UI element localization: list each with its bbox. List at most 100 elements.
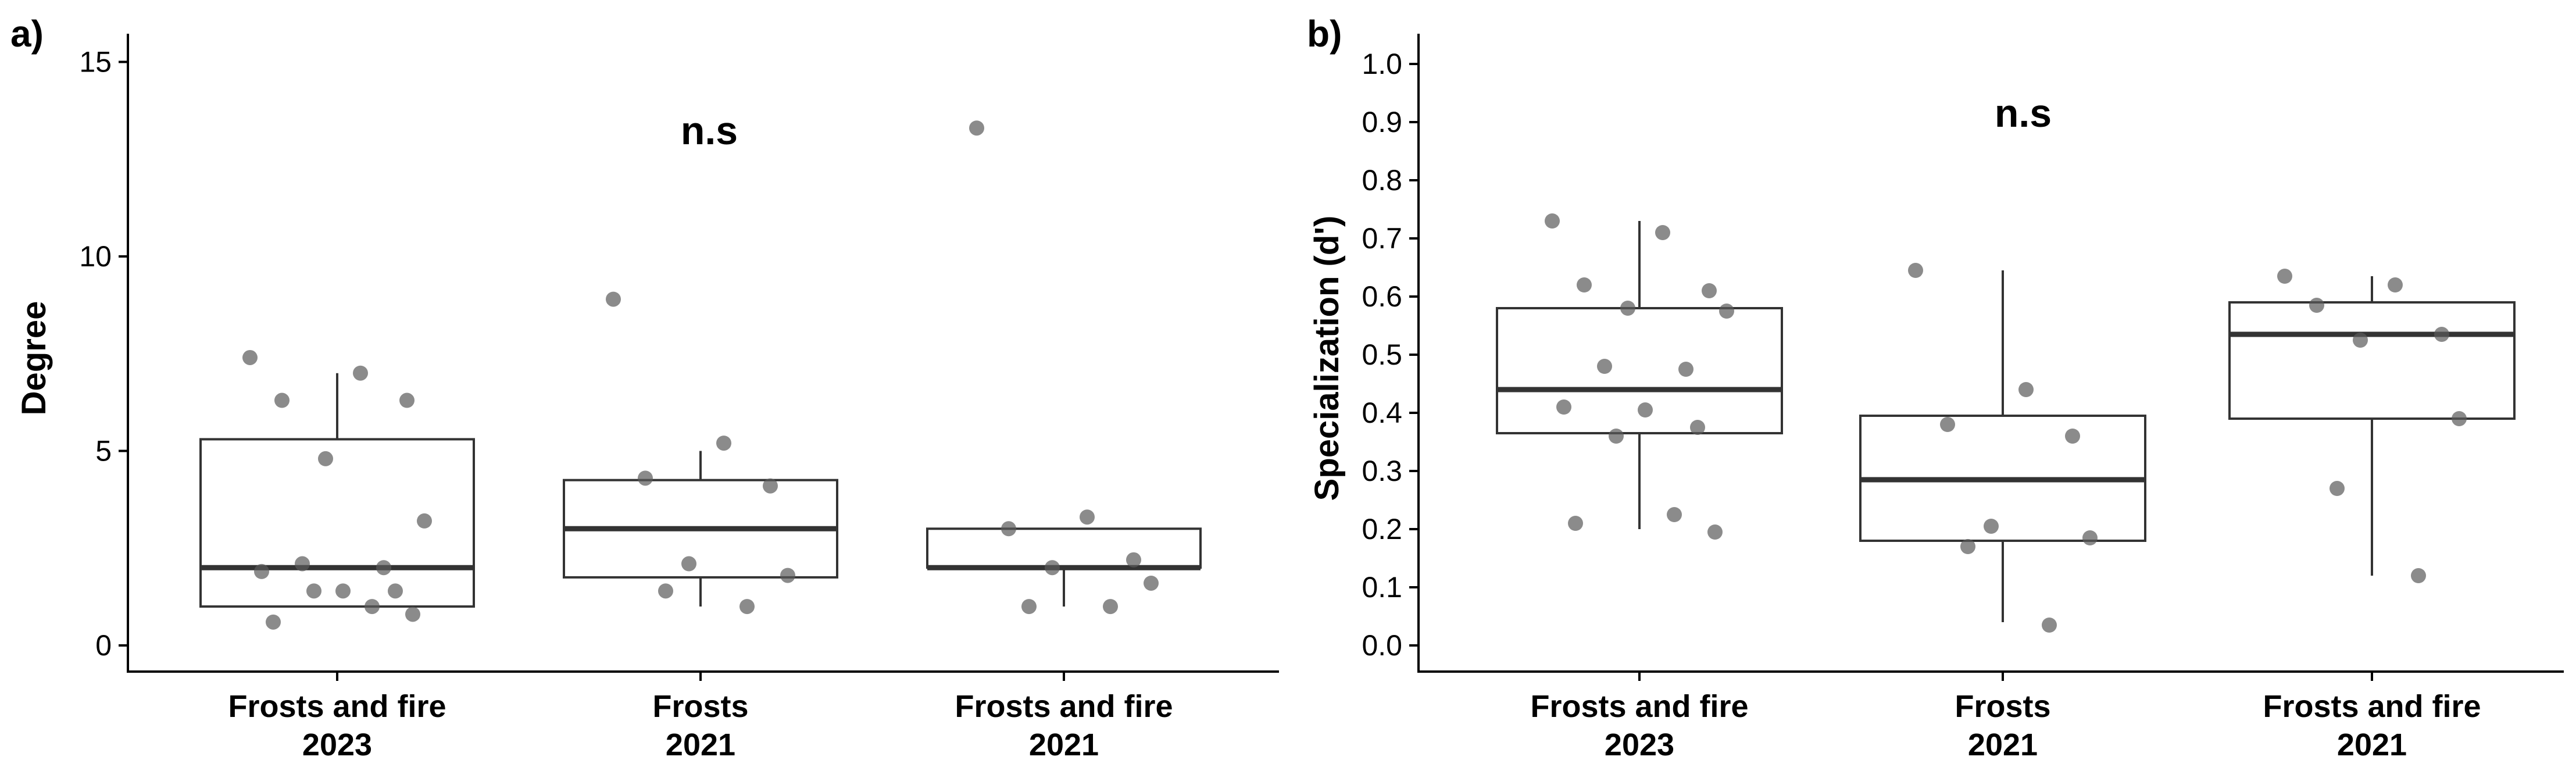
panel-b-label: b) [1307, 13, 1342, 55]
data-point [242, 349, 258, 365]
data-point [2042, 618, 2057, 633]
data-point [2277, 269, 2292, 284]
data-point [2309, 298, 2324, 313]
y-tick-label: 0.0 [1362, 629, 1402, 662]
box-1 [199, 373, 475, 681]
data-point [681, 556, 696, 572]
data-point [1126, 552, 1141, 568]
data-point [1638, 402, 1653, 417]
x-category-label: Frosts [652, 689, 748, 724]
y-tick-label: 1.0 [1362, 48, 1402, 80]
data-point [658, 583, 673, 599]
data-point [365, 599, 380, 615]
data-point [2330, 481, 2345, 496]
panel-a-y-axis-title: Degree [15, 301, 53, 416]
data-point [739, 599, 755, 615]
x-category-label: 2021 [1968, 727, 2038, 762]
panel-b-y-axis-title: Specialization (d') [1308, 216, 1346, 501]
x-category-label: 2021 [666, 727, 735, 762]
y-tick-label: 0.5 [1362, 338, 1402, 371]
data-point [1144, 575, 1159, 591]
data-point [1908, 263, 1923, 278]
data-point [2353, 333, 2368, 348]
data-point [1707, 524, 1723, 540]
data-point [417, 513, 432, 529]
y-tick-label: 5 [95, 435, 112, 467]
data-point [1655, 225, 1670, 240]
x-category-label: 2021 [1029, 727, 1099, 762]
data-point [274, 392, 290, 408]
y-tick-label: 10 [79, 240, 112, 273]
panel-a-label: a) [10, 13, 44, 55]
y-tick-label: 0.7 [1362, 222, 1402, 255]
data-point [1556, 399, 1571, 415]
data-point [1690, 420, 1705, 435]
panel-a-boxes [199, 373, 1202, 681]
box-2 [1859, 270, 2146, 681]
data-point [2434, 327, 2449, 342]
y-tick-label: 15 [79, 46, 112, 78]
box-3 [926, 527, 1202, 681]
data-point [399, 392, 415, 408]
data-point [1001, 521, 1016, 537]
y-tick-label: 0.3 [1362, 455, 1402, 487]
data-point [2018, 382, 2034, 397]
data-point [2388, 277, 2403, 292]
data-point [2082, 530, 2098, 545]
panel-b-points [1545, 213, 2467, 633]
data-point [353, 365, 368, 381]
panel-a-y-ticks: 0 5 10 15 [79, 46, 128, 662]
data-point [318, 451, 333, 466]
data-point [716, 436, 731, 451]
y-tick-label: 0 [95, 629, 112, 662]
box-iqr [199, 438, 475, 608]
data-point [388, 583, 403, 599]
x-category-label: Frosts [1955, 689, 2050, 724]
data-point [1545, 213, 1560, 229]
panel-b-specialization: b) Specialization (d') n.s 0.00.10.20.30… [1307, 13, 2564, 762]
data-point [2452, 411, 2467, 426]
data-point [266, 614, 281, 630]
box-3 [2228, 276, 2516, 681]
data-point [763, 478, 778, 494]
data-point [969, 120, 984, 136]
box-iqr [926, 527, 1202, 569]
box-iqr [2228, 301, 2516, 420]
y-tick-label: 0.6 [1362, 280, 1402, 313]
box-2 [563, 451, 838, 681]
data-point [780, 568, 795, 583]
x-category-label: 2021 [2337, 727, 2407, 762]
data-point [306, 583, 321, 599]
data-point [2065, 429, 2080, 444]
data-point [1568, 516, 1583, 531]
x-category-label: Frosts and fire [955, 689, 1173, 724]
data-point [1609, 429, 1624, 444]
data-point [1021, 599, 1037, 615]
data-point [1597, 359, 1612, 374]
data-point [2411, 568, 2426, 583]
data-point [1667, 507, 1682, 522]
x-category-label: Frosts and fire [228, 689, 446, 724]
data-point [335, 583, 351, 599]
data-point [376, 560, 391, 576]
panel-a-points [242, 120, 1159, 630]
data-point [1620, 301, 1635, 316]
x-category-label: Frosts and fire [1530, 689, 1748, 724]
data-point [1984, 519, 1999, 534]
panel-b-y-ticks: 0.0 0.1 0.2 0.3 0.4 0.5 0.6 0.7 0.8 0.9 1.0 [1362, 48, 1419, 662]
data-point [295, 556, 310, 572]
data-point [1960, 539, 1975, 554]
data-point [1103, 599, 1118, 615]
y-tick-label: 0.2 [1362, 513, 1402, 545]
y-tick-label: 0.1 [1362, 571, 1402, 604]
y-tick-label: 0.4 [1362, 397, 1402, 429]
x-category-label: Frosts and fire [2263, 689, 2481, 724]
x-category-label: 2023 [1605, 727, 1674, 762]
data-point [1719, 304, 1734, 319]
box-1 [1496, 221, 1783, 681]
data-point [1080, 509, 1095, 525]
